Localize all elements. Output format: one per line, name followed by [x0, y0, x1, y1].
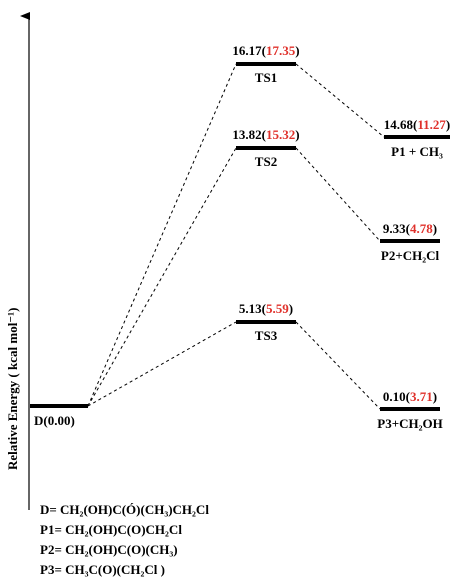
legend-d: D= CH₂(OH)C(Ó)(CH₃)CH₂Cl [40, 502, 209, 517]
connector-ts2-p2 [295, 147, 381, 242]
connector-ts3-p3 [295, 321, 381, 410]
connector-d-ts3 [87, 321, 237, 407]
legend-p3: P3= CH₃C(O)(CH₂Cl ) [40, 562, 165, 577]
connector-d-ts2 [87, 147, 237, 407]
p1-energy: 14.68(11.27) [384, 117, 450, 132]
levels [30, 62, 450, 411]
p2-energy: 9.33(4.78) [383, 221, 437, 236]
ts3-energy: 5.13(5.59) [239, 301, 293, 316]
legend-p1: P1= CH₂(OH)C(O)CH₂Cl [40, 522, 182, 537]
d-label: D(0.00) [34, 413, 75, 428]
connector-ts1-p1 [295, 63, 385, 138]
ts1-name: TS1 [255, 70, 277, 85]
y-axis-label: Relative Energy ( kcal mol⁻¹) [5, 308, 20, 470]
connector-d-ts1 [87, 63, 237, 407]
p1-name: P1 + CH₃ [391, 144, 443, 159]
p3-name: P3+CH₂OH [377, 416, 442, 431]
legend-p2: P2= CH₂(OH)C(O)(CH₃) [40, 542, 178, 557]
ts3-name: TS3 [255, 328, 278, 343]
ts1-energy: 16.17(17.35) [232, 43, 299, 58]
ts2-name: TS2 [255, 154, 277, 169]
connectors [87, 63, 385, 410]
ts2-energy: 13.82(15.32) [232, 127, 299, 142]
p3-energy: 0.10(3.71) [383, 389, 437, 404]
p2-name: P2+CH₂Cl [381, 248, 440, 263]
species-legend: D= CH₂(OH)C(Ó)(CH₃)CH₂Cl P1= CH₂(OH)C(O)… [40, 500, 460, 580]
